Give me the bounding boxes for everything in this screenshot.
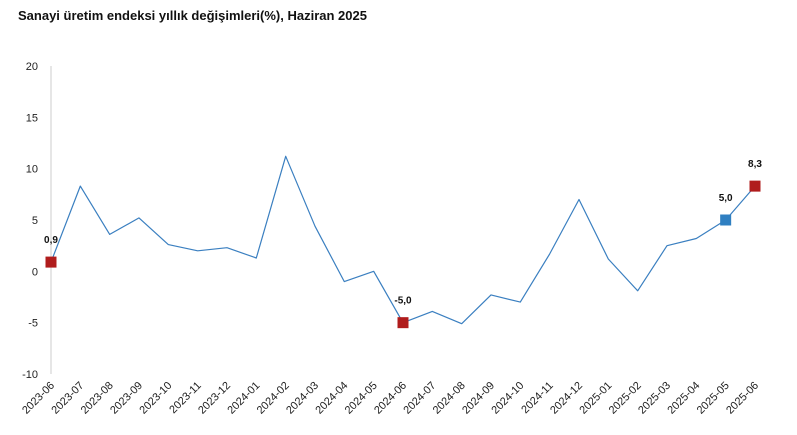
x-tick-label: 2024-10 — [489, 380, 526, 417]
highlight-marker — [45, 256, 57, 268]
y-axis-ticks: -10 -5 0 5 10 15 20 — [22, 61, 38, 381]
x-tick-label: 2023-10 — [137, 380, 174, 417]
y-tick-label: -10 — [22, 369, 38, 381]
highlight-markers — [45, 180, 761, 329]
y-tick-label: 20 — [26, 61, 38, 73]
data-label: 0,9 — [44, 235, 58, 246]
highlight-marker — [720, 214, 732, 226]
data-label: 8,3 — [748, 159, 762, 170]
x-tick-label: 2025-06 — [724, 380, 761, 417]
highlight-marker — [749, 180, 761, 192]
data-label: -5,0 — [394, 296, 412, 307]
chart-title: Sanayi üretim endeksi yıllık değişimleri… — [18, 8, 367, 23]
x-axis-ticks: 2023-062023-072023-082023-092023-102023-… — [20, 380, 761, 417]
y-tick-label: 5 — [32, 215, 38, 227]
y-tick-label: 0 — [32, 266, 38, 278]
y-tick-label: 15 — [26, 112, 38, 124]
y-tick-label: -5 — [28, 318, 38, 330]
highlight-marker — [397, 317, 409, 329]
y-tick-label: 10 — [26, 164, 38, 176]
data-label: 5,0 — [719, 193, 733, 204]
data-labels: 0,9 -5,0 5,0 8,3 — [44, 159, 762, 307]
